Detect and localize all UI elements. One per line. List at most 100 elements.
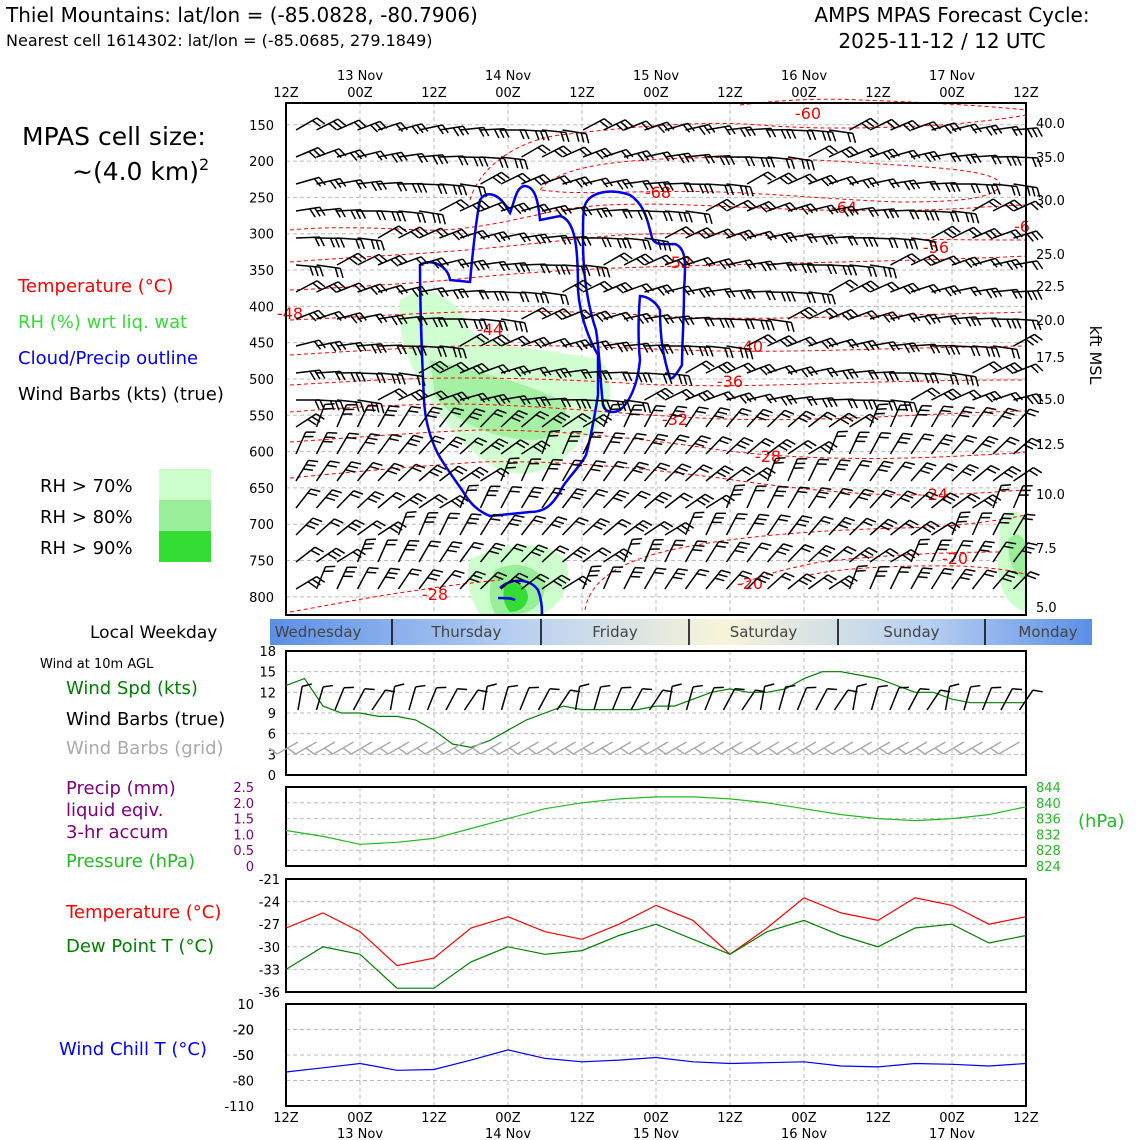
wind-barb: [768, 570, 795, 595]
wind-barb: [911, 431, 934, 459]
windchill-tick: -20: [233, 1024, 254, 1039]
time-tick-bottom: 00Z: [939, 1111, 965, 1126]
time-tick-top: 12Z: [569, 86, 595, 101]
wind-barb: [993, 405, 1018, 432]
wind-barb: [419, 538, 441, 567]
date-label-bottom: 15 Nov: [633, 1127, 679, 1140]
wind-barb: [788, 513, 812, 541]
location-title: Thiel Mountains: lat/lon = (-85.0828, -8…: [5, 3, 478, 27]
precip-tick: 0.5: [233, 844, 254, 859]
date-label-top: 15 Nov: [633, 69, 679, 84]
pressure-label: Pressure (hPa): [66, 851, 195, 872]
wind-barb: [829, 485, 853, 513]
precip-tick: 1.0: [233, 828, 254, 843]
time-tick-bottom: 00Z: [347, 1111, 373, 1126]
wind-barb: [1014, 128, 1043, 139]
wind-barb: [296, 545, 324, 569]
pressure-tick: 300: [249, 228, 274, 243]
sfc-wind-barb: [1020, 687, 1043, 715]
wind-barb: [891, 459, 915, 487]
swatch-rh70: [159, 469, 211, 500]
wind-spd-label: Wind Spd (kts): [66, 678, 198, 699]
dew-label-side: Dew Point T (°C): [66, 936, 214, 957]
wind-barb: [296, 400, 324, 409]
time-tick-top: 00Z: [939, 86, 965, 101]
wind-barb: [317, 458, 340, 486]
wind-barb: [645, 565, 667, 594]
wind-barb: [624, 489, 650, 515]
sfc-wind-barb: [872, 683, 888, 712]
wind-barb: [1014, 291, 1042, 301]
wind-barb: [911, 565, 932, 594]
sfc-wind-barb: [909, 685, 930, 714]
time-tick-top: 12Z: [273, 86, 299, 101]
date-label-top: 14 Nov: [485, 69, 531, 84]
wind-barb: [295, 265, 324, 276]
temp-tick: -21: [259, 873, 280, 888]
pressure-tick: 250: [249, 191, 274, 206]
wind-barb: [399, 537, 420, 566]
wind-barb: [932, 565, 954, 594]
time-tick-bottom: 00Z: [643, 1111, 669, 1126]
wind-barb: [317, 516, 344, 541]
cell-size-value: ~(4.0 km): [72, 157, 199, 186]
wind-barb: [993, 289, 1022, 301]
kft-tick: 30.0: [1036, 194, 1065, 209]
precip-tick: 1.5: [233, 813, 254, 828]
wind-barb: [747, 540, 771, 568]
temp-label: -68: [645, 183, 671, 202]
wind-barb: [993, 435, 1019, 461]
sfc-wind-barb: [594, 683, 610, 712]
temp-tick: -36: [259, 986, 280, 1001]
wind-barb: [747, 482, 767, 511]
wind-barb: [768, 483, 789, 512]
weekday-gradient: [270, 619, 1092, 645]
pressure-tick: 400: [249, 300, 274, 315]
pressure-tick: 150: [249, 119, 274, 134]
windchill-tick: -50: [233, 1049, 254, 1064]
temp-tick: -30: [259, 941, 280, 956]
windchill-tick: -110: [224, 1100, 254, 1115]
sfc-wind-barb: [983, 684, 1002, 713]
wind-barb: [337, 430, 359, 459]
wind-barb: [378, 490, 405, 515]
wind-barb: [665, 491, 693, 515]
wind-barb: [706, 463, 733, 488]
temperature-contours: [290, 99, 1026, 612]
weekday-title: Local Weekday: [90, 623, 217, 643]
wind-barb: [317, 429, 338, 458]
windchill-label-side: Wind Chill T (°C): [59, 1039, 207, 1060]
wind-barb: [891, 430, 913, 459]
wind-barb: [686, 154, 715, 166]
temp-tick: -24: [259, 896, 280, 911]
wind-barb: [850, 370, 879, 382]
wind-barb: [399, 462, 425, 488]
wind-barb: [481, 483, 501, 512]
sfc-wind-barb: [687, 683, 703, 712]
legend-rh70: RH > 70%: [40, 476, 133, 497]
weekday-label: Friday: [592, 623, 638, 641]
wind-barb: [624, 402, 644, 431]
wind-barb: [378, 403, 399, 432]
wind-barb: [809, 573, 837, 597]
temp-label: -20: [942, 549, 968, 568]
wind-grid-label: Wind Barbs (grid): [66, 738, 224, 759]
pressure-hpa-tick: 828: [1036, 844, 1061, 859]
swatch-rh90: [159, 531, 211, 562]
wind-barb: [788, 409, 815, 434]
time-tick-bottom: 12Z: [421, 1111, 447, 1126]
time-tick-top: 00Z: [791, 86, 817, 101]
precip-label: Precip (mm): [66, 778, 176, 799]
pressure-tick: 650: [249, 482, 274, 497]
wind-barb: [850, 516, 876, 542]
weekday-label: Saturday: [730, 623, 798, 641]
temp-tick: -27: [259, 918, 280, 933]
precip-tick: 2.5: [233, 781, 254, 796]
wind-barb: [768, 262, 797, 274]
weekday-label: Monday: [1018, 623, 1077, 641]
sfc-wind-barb: [335, 684, 354, 713]
wind-tick: 0: [268, 769, 276, 784]
wind-barb: [768, 408, 794, 434]
sfc-wind-barb: [1001, 685, 1022, 714]
windchill-tick: 10: [237, 998, 254, 1013]
